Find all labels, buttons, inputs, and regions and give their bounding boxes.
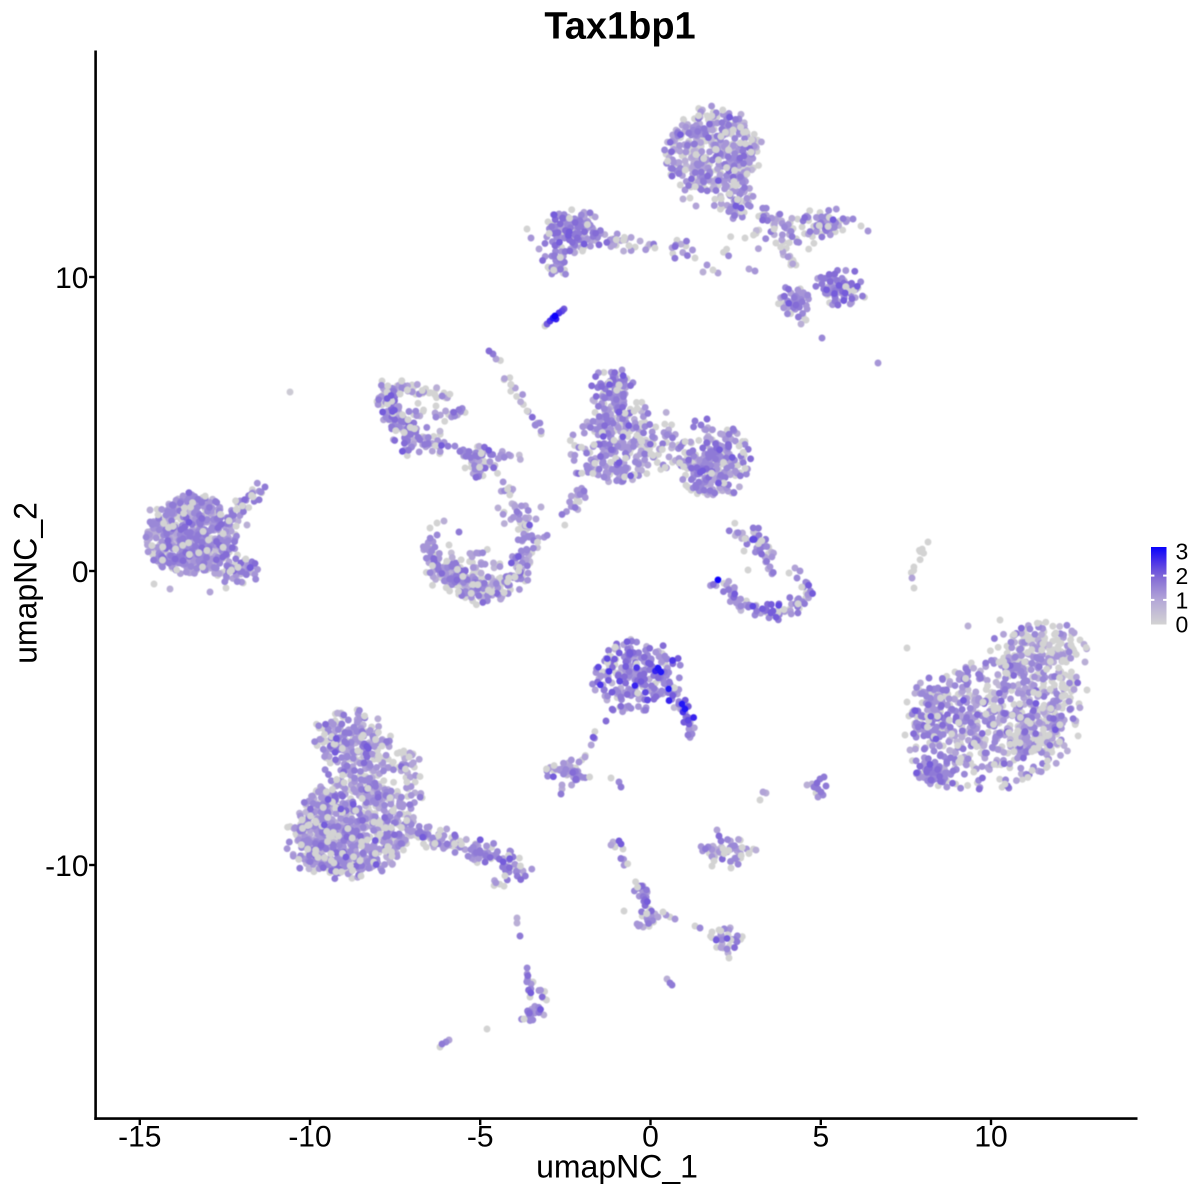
svg-text:1: 1 — [1176, 587, 1189, 613]
svg-text:10: 10 — [55, 262, 88, 295]
svg-text:10: 10 — [974, 1121, 1007, 1154]
svg-text:umapNC_2: umapNC_2 — [8, 502, 44, 664]
svg-text:-10: -10 — [45, 850, 88, 883]
svg-text:-5: -5 — [467, 1121, 494, 1154]
svg-text:3: 3 — [1176, 539, 1189, 565]
svg-text:-10: -10 — [288, 1121, 331, 1154]
svg-text:Tax1bp1: Tax1bp1 — [544, 6, 695, 48]
svg-text:0: 0 — [642, 1121, 659, 1154]
svg-text:5: 5 — [812, 1121, 829, 1154]
svg-text:0: 0 — [72, 556, 89, 589]
svg-text:-15: -15 — [118, 1121, 161, 1154]
svg-text:2: 2 — [1176, 563, 1189, 589]
svg-text:umapNC_1: umapNC_1 — [536, 1149, 698, 1185]
svg-text:0: 0 — [1176, 612, 1189, 638]
